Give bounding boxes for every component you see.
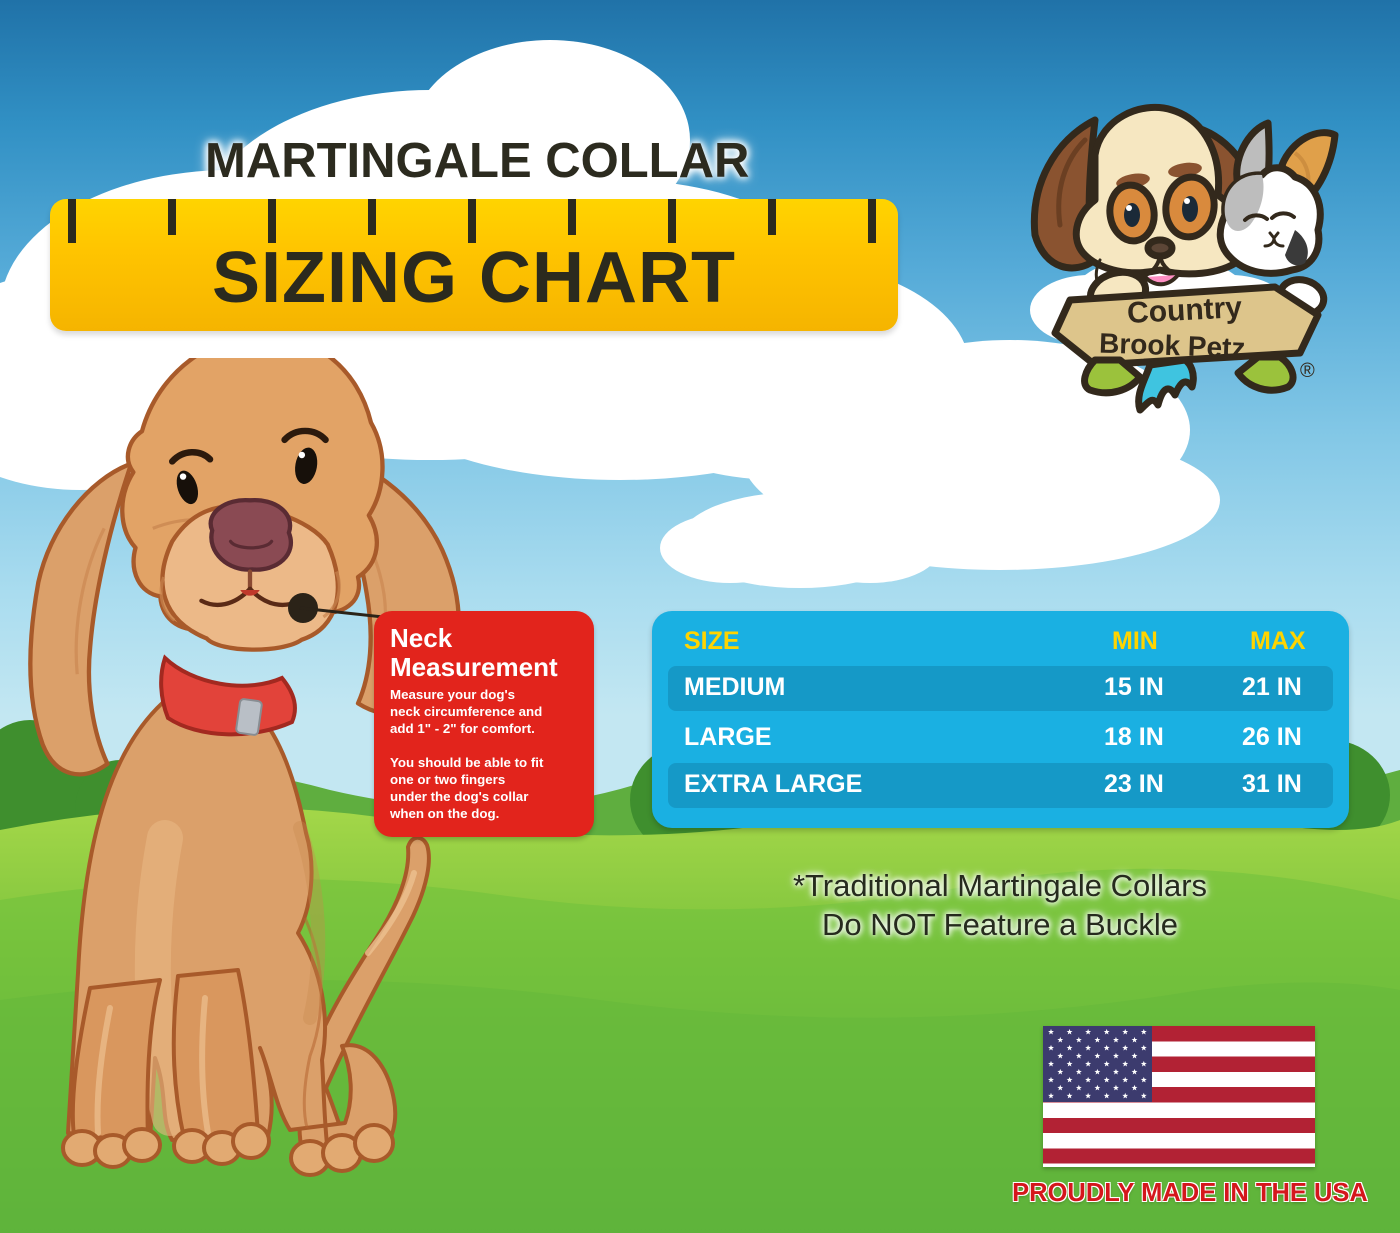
svg-text:Country: Country [1126, 291, 1243, 330]
svg-text:®: ® [1300, 360, 1315, 382]
